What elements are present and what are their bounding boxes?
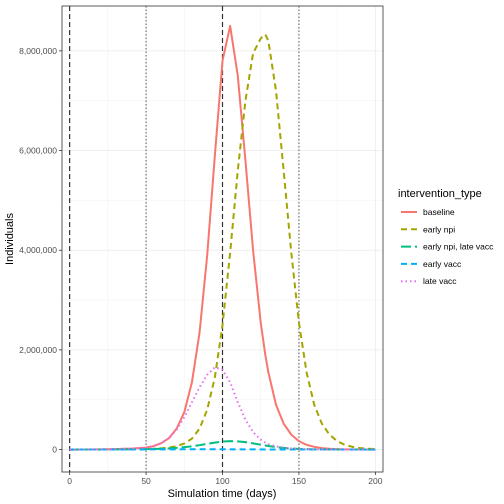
legend-label-2: early npi, late vacc [423, 242, 494, 252]
y-axis-title: Individuals [4, 213, 16, 265]
y-axis: 0 2,000,000 4,000,000 6,000,000 8,000,000 [19, 46, 62, 455]
legend-label-3: early vacc [423, 259, 462, 269]
series-lines [69, 24, 376, 451]
legend-label-4: late vacc [423, 276, 457, 286]
y-tick-label: 4,000,000 [19, 245, 57, 255]
legend: intervention_type baseline early npi early… [398, 188, 494, 286]
x-tick-label: 50 [141, 476, 151, 486]
x-tick-label: 200 [368, 476, 382, 486]
y-tick-label: 2,000,000 [19, 345, 57, 355]
y-tick-label: 6,000,000 [19, 146, 57, 156]
x-tick-label: 100 [215, 476, 229, 486]
legend-label-1: early npi [423, 224, 455, 234]
reference-lines [69, 6, 300, 472]
x-tick-label: 0 [67, 476, 72, 486]
legend-label-0: baseline [423, 207, 455, 217]
y-tick-label: 0 [52, 445, 57, 455]
x-tick-label: 150 [292, 476, 306, 486]
legend-title: intervention_type [398, 188, 482, 200]
y-tick-label: 8,000,000 [19, 46, 57, 56]
x-axis-title: Simulation time (days) [168, 488, 277, 500]
x-axis: 0 50 100 150 200 [67, 472, 383, 486]
